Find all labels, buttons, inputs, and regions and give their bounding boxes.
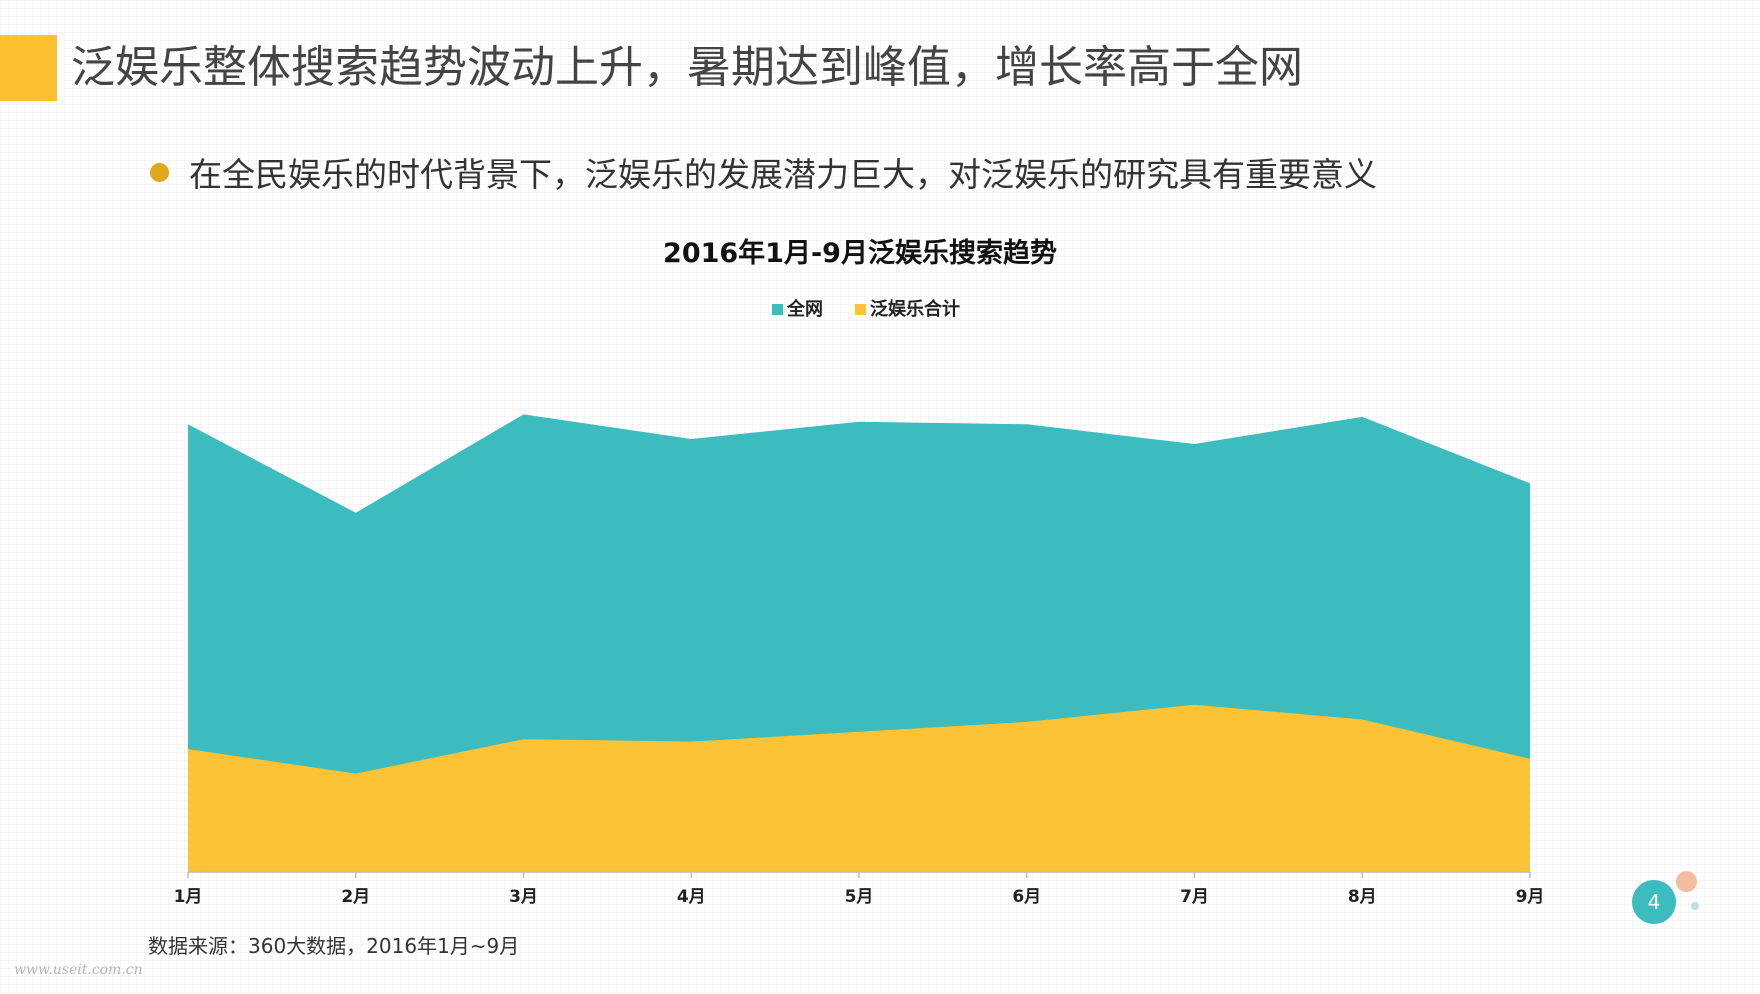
- legend-swatch: [855, 304, 866, 315]
- slide-title: 泛娱乐整体搜索趋势波动上升，暑期达到峰值，增长率高于全网: [71, 42, 1303, 93]
- x-axis: 1月 2月 3月 4月 5月 6月 7月 8月 9月: [174, 871, 1545, 907]
- area-series-2: [188, 704, 1530, 872]
- x-tick-label: 4月: [677, 887, 706, 907]
- x-tick-label: 7月: [1180, 887, 1209, 907]
- legend-label: 泛娱乐合计: [870, 298, 960, 320]
- x-tick-label: 2月: [341, 887, 370, 907]
- decorative-dot: [1691, 902, 1699, 910]
- x-tick-label: 6月: [1012, 887, 1041, 907]
- x-tick-label: 9月: [1516, 887, 1545, 907]
- data-source: 数据来源：360大数据，2016年1月~9月: [148, 934, 520, 958]
- watermark: www.useit.com.cn: [14, 962, 143, 978]
- bullet-text: 在全民娱乐的时代背景下，泛娱乐的发展潜力巨大，对泛娱乐的研究具有重要意义: [189, 155, 1377, 194]
- chart-title: 2016年1月-9月泛娱乐搜索趋势: [663, 237, 1057, 269]
- legend-swatch: [772, 304, 783, 315]
- title-accent-bar: [0, 35, 57, 101]
- chart-legend: 全网 泛娱乐合计: [772, 298, 960, 320]
- x-tick-label: 1月: [174, 887, 203, 907]
- bullet-dot-icon: [150, 162, 169, 182]
- x-tick-label: 5月: [845, 887, 874, 907]
- chart-areas: [188, 414, 1530, 872]
- decorative-dot: [1676, 871, 1697, 892]
- page-number-badge: 4: [1632, 880, 1676, 924]
- x-tick-label: 3月: [509, 887, 538, 907]
- legend-label: 全网: [786, 298, 823, 320]
- x-tick-label: 8月: [1348, 887, 1377, 907]
- bullet-point: 在全民娱乐的时代背景下，泛娱乐的发展潜力巨大，对泛娱乐的研究具有重要意义: [150, 148, 1377, 196]
